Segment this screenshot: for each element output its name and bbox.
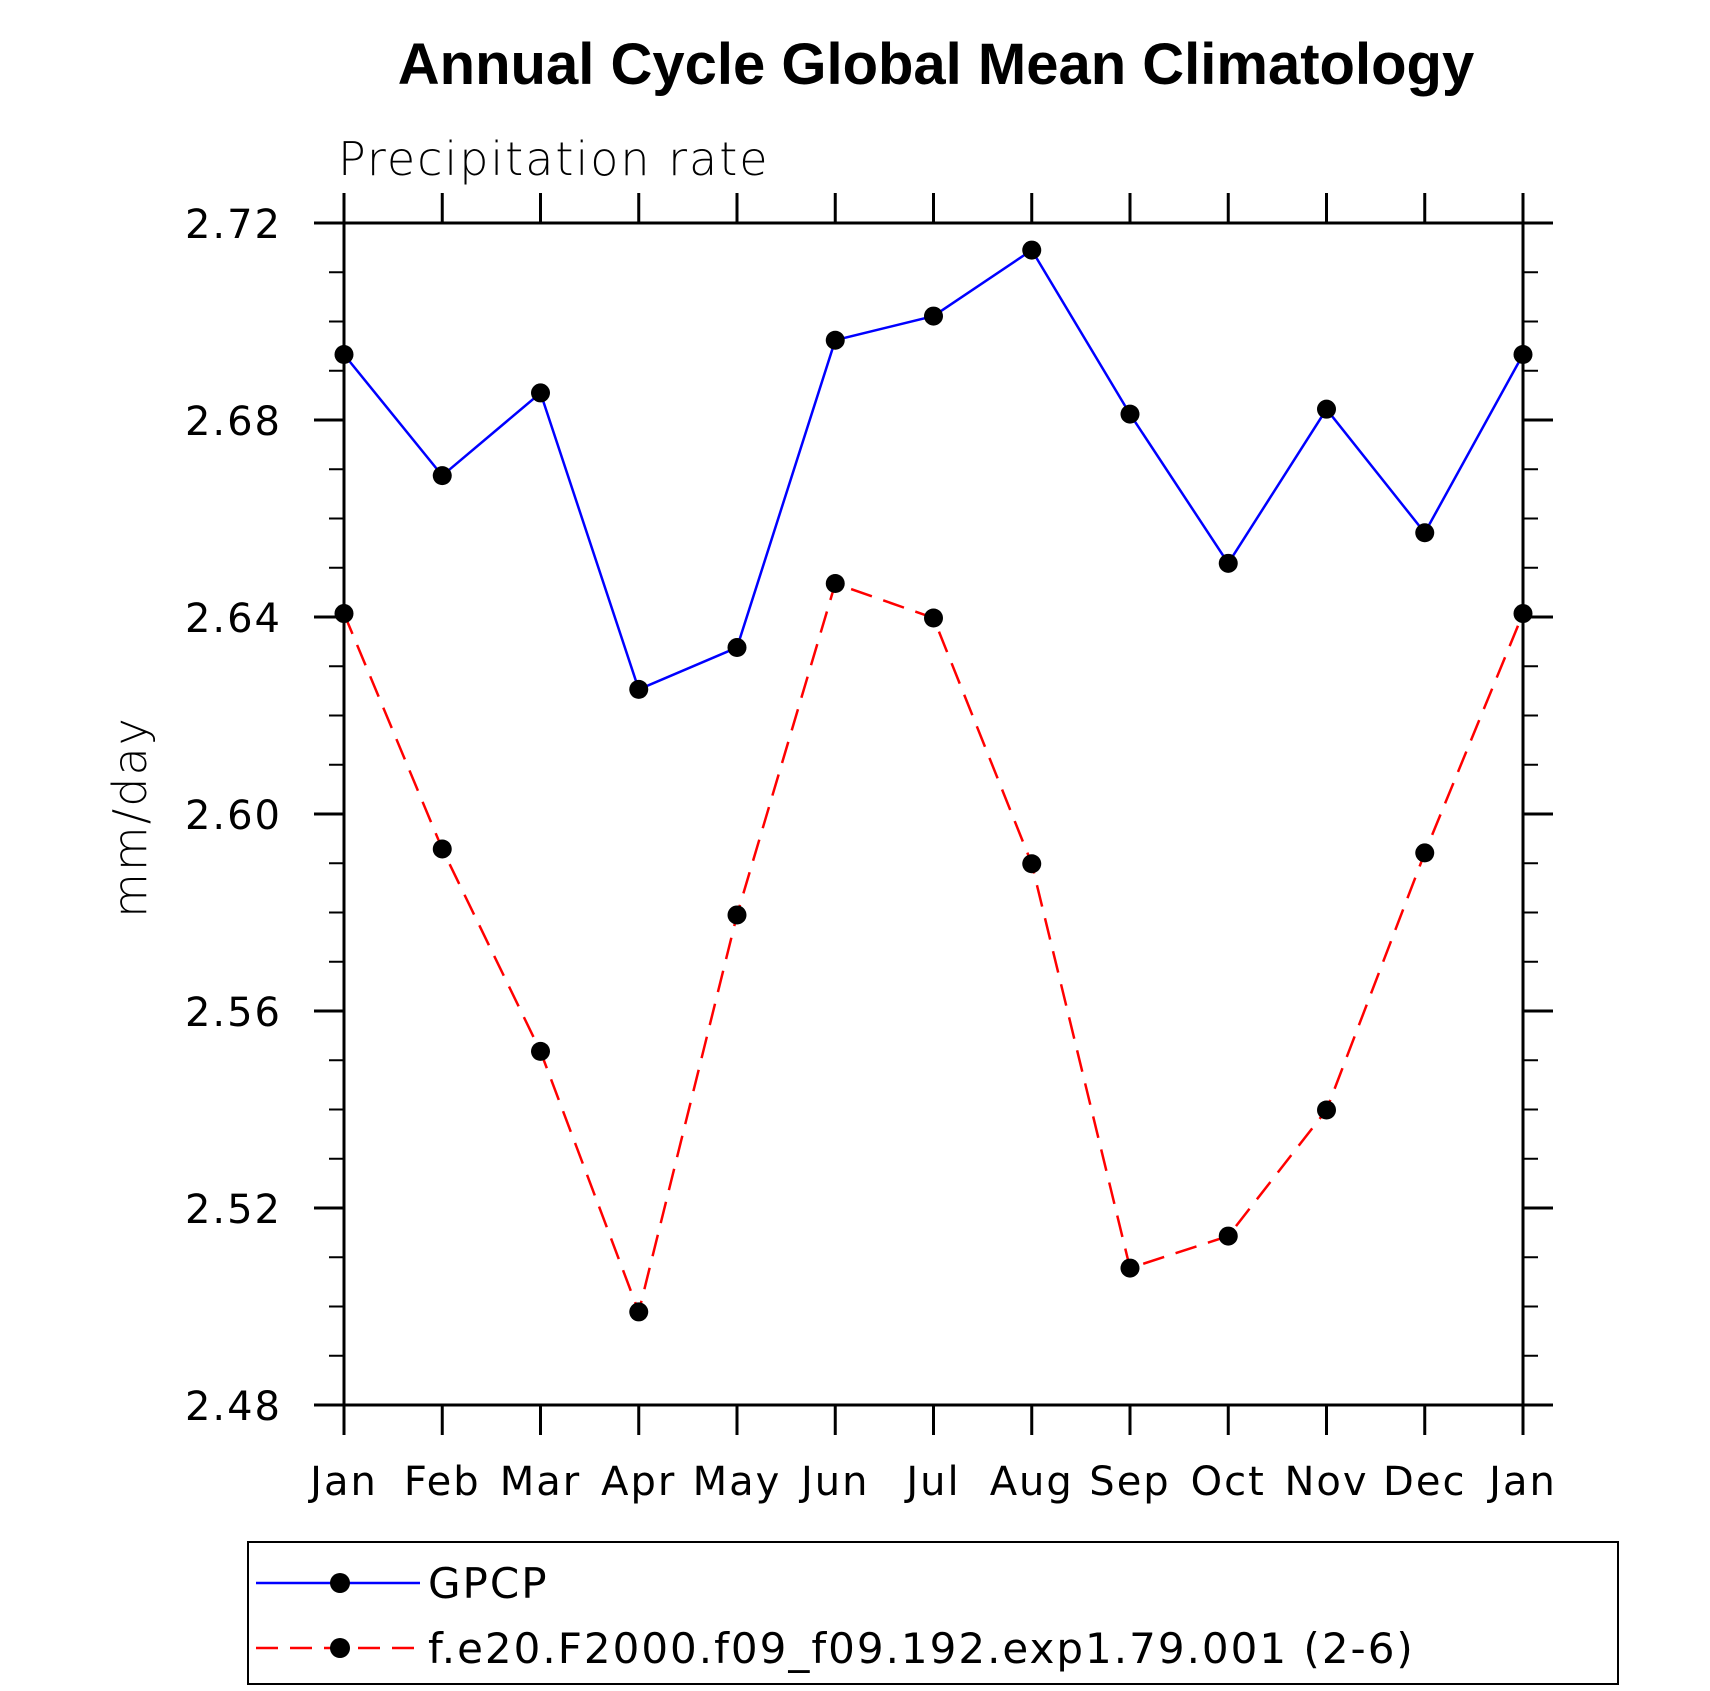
- legend-items: GPCP f.e20.F2000.f09_f09.192.exp1.79.001 …: [256, 1559, 1415, 1673]
- series-1-point: [1120, 404, 1140, 424]
- series-2-point: [432, 839, 452, 859]
- series-layer: [334, 240, 1533, 1322]
- chart-title: Annual Cycle Global Mean Climatology: [398, 32, 1474, 97]
- series-2-point: [1317, 1100, 1336, 1120]
- x-tick-label: Nov: [1284, 1459, 1368, 1505]
- x-tick-label: Jun: [798, 1459, 870, 1505]
- series-2-point: [1415, 843, 1435, 863]
- y-tick-label: 2.68: [185, 399, 282, 445]
- x-tick-label: Dec: [1383, 1459, 1466, 1505]
- x-tick-label: Mar: [500, 1459, 581, 1505]
- x-tick-label: May: [693, 1459, 782, 1505]
- series-1-point: [1022, 240, 1042, 260]
- series-1-point: [334, 344, 354, 364]
- y-tick-label: 2.56: [185, 990, 282, 1036]
- x-tick-label: Aug: [990, 1459, 1074, 1505]
- series-1-point: [727, 638, 747, 658]
- legend: GPCP f.e20.F2000.f09_f09.192.exp1.79.001 …: [247, 1541, 1619, 1685]
- legend-marker-2: [330, 1638, 350, 1658]
- series-2-point: [825, 574, 845, 594]
- plot-frame: [342, 221, 1525, 1407]
- series-1-point: [825, 330, 845, 350]
- series-1-point: [531, 383, 550, 403]
- x-tick-label: Oct: [1191, 1459, 1266, 1505]
- series-2-point: [1513, 604, 1533, 624]
- y-tick-label: 2.52: [185, 1187, 282, 1233]
- y-tick-label: 2.60: [185, 793, 282, 839]
- y-axis-label: mm/day: [103, 716, 157, 918]
- y-tick-label: 2.72: [185, 202, 282, 248]
- series-1-point: [629, 679, 649, 699]
- series-2-point: [629, 1302, 649, 1322]
- series-1-point: [1415, 523, 1435, 543]
- x-tick-label: Apr: [601, 1459, 676, 1505]
- x-tick-label: Jul: [903, 1459, 960, 1505]
- x-tick-label: Sep: [1089, 1459, 1170, 1505]
- series-1-point: [432, 466, 452, 486]
- series-1-point: [1513, 344, 1533, 364]
- legend-box: [247, 1541, 1619, 1685]
- series-1-point: [1218, 553, 1238, 573]
- legend-label-2: f.e20.F2000.f09_f09.192.exp1.79.001 (2-6…: [428, 1624, 1415, 1673]
- x-tick-label: Jan: [1486, 1459, 1557, 1505]
- series-1-point: [924, 306, 943, 326]
- series-line-2: [342, 581, 1525, 1317]
- chart-subtitle: Precipitation rate: [338, 132, 770, 186]
- x-tick-label: Jan: [307, 1459, 378, 1505]
- series-2-point: [1218, 1226, 1238, 1246]
- x-tick-label: Feb: [404, 1459, 481, 1505]
- legend-marker-1: [330, 1573, 350, 1593]
- series-2-point: [727, 905, 747, 925]
- series-1-point: [1317, 399, 1336, 419]
- series-2-point: [531, 1041, 550, 1061]
- legend-label-1: GPCP: [428, 1559, 549, 1608]
- y-tick-label: 2.64: [185, 596, 282, 642]
- axes: Jan Feb Mar Apr May Jun Jul Aug Sep Oct Nov Dec Jan 2…: [185, 193, 1557, 1505]
- series-2-point: [334, 604, 354, 624]
- series-2-point: [1120, 1258, 1140, 1278]
- series-2-point: [924, 608, 943, 628]
- series-2-point: [1022, 854, 1042, 874]
- y-tick-label: 2.48: [185, 1384, 282, 1430]
